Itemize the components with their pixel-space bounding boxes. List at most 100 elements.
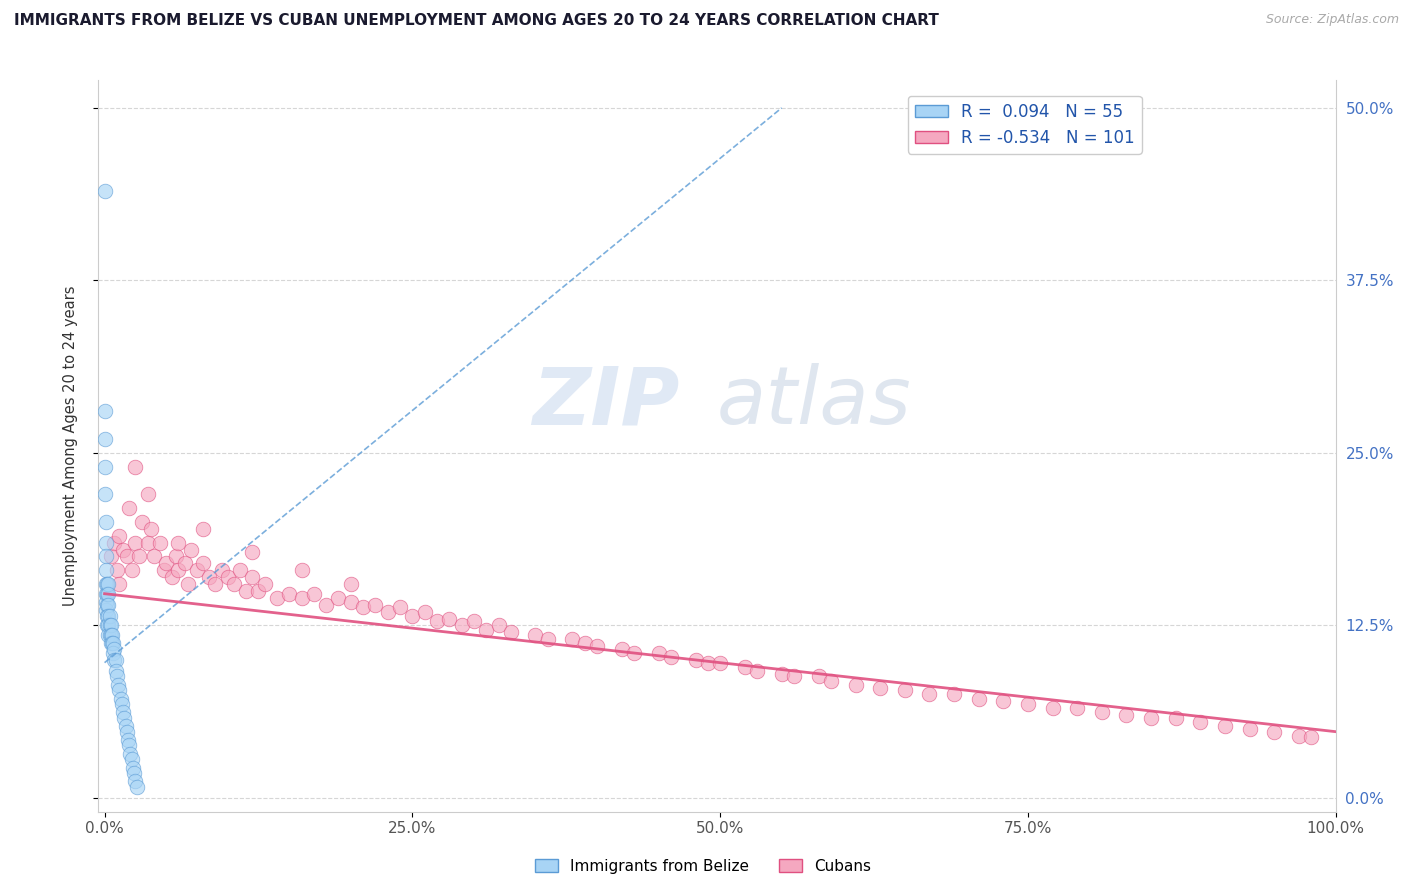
Point bbox=[807, 669, 830, 683]
Point bbox=[120, 747, 142, 761]
Point bbox=[97, 598, 120, 612]
Point bbox=[191, 522, 214, 536]
Text: Source: ZipAtlas.com: Source: ZipAtlas.com bbox=[1265, 13, 1399, 27]
Point bbox=[340, 577, 363, 591]
Point bbox=[499, 625, 522, 640]
Point bbox=[1299, 730, 1322, 744]
Point bbox=[364, 598, 387, 612]
Point bbox=[845, 678, 868, 692]
Point bbox=[122, 766, 145, 780]
Point bbox=[96, 587, 118, 601]
Point bbox=[426, 614, 449, 628]
Legend: R =  0.094   N = 55, R = -0.534   N = 101: R = 0.094 N = 55, R = -0.534 N = 101 bbox=[908, 96, 1142, 153]
Text: ZIP: ZIP bbox=[533, 363, 681, 442]
Point bbox=[537, 632, 560, 647]
Point bbox=[1115, 708, 1137, 723]
Point bbox=[107, 678, 129, 692]
Point bbox=[93, 404, 115, 418]
Point bbox=[918, 687, 941, 701]
Point bbox=[103, 636, 125, 650]
Point bbox=[104, 653, 127, 667]
Point bbox=[1288, 729, 1310, 743]
Point bbox=[302, 587, 325, 601]
Point bbox=[943, 687, 966, 701]
Point bbox=[290, 563, 312, 577]
Point bbox=[124, 535, 146, 549]
Point bbox=[1239, 722, 1261, 736]
Point bbox=[1263, 724, 1285, 739]
Point bbox=[709, 656, 731, 670]
Point bbox=[165, 549, 187, 564]
Point bbox=[94, 515, 117, 529]
Point bbox=[111, 697, 134, 711]
Point bbox=[108, 529, 131, 543]
Point bbox=[1140, 711, 1163, 725]
Point bbox=[1164, 711, 1187, 725]
Point bbox=[141, 522, 163, 536]
Point bbox=[173, 557, 195, 571]
Point bbox=[1213, 719, 1236, 733]
Point bbox=[586, 639, 609, 653]
Point bbox=[1017, 697, 1039, 711]
Point bbox=[315, 598, 337, 612]
Point bbox=[97, 587, 120, 601]
Point bbox=[413, 605, 436, 619]
Point bbox=[401, 608, 423, 623]
Legend: Immigrants from Belize, Cubans: Immigrants from Belize, Cubans bbox=[529, 853, 877, 880]
Point bbox=[100, 628, 122, 642]
Point bbox=[696, 656, 718, 670]
Point bbox=[131, 515, 153, 529]
Point bbox=[122, 760, 145, 774]
Point bbox=[94, 595, 117, 609]
Point bbox=[136, 487, 159, 501]
Point bbox=[93, 184, 115, 198]
Point bbox=[450, 618, 472, 632]
Point bbox=[105, 669, 128, 683]
Point bbox=[93, 459, 115, 474]
Point bbox=[121, 752, 143, 766]
Point bbox=[191, 557, 214, 571]
Point bbox=[211, 563, 233, 577]
Point bbox=[198, 570, 221, 584]
Point bbox=[377, 605, 399, 619]
Point bbox=[204, 577, 226, 591]
Point bbox=[114, 719, 136, 733]
Point bbox=[108, 577, 131, 591]
Point bbox=[136, 535, 159, 549]
Point bbox=[108, 683, 131, 698]
Point bbox=[439, 611, 461, 625]
Point bbox=[103, 535, 125, 549]
Point bbox=[103, 646, 125, 660]
Point bbox=[98, 628, 121, 642]
Point bbox=[253, 577, 276, 591]
Point bbox=[967, 691, 990, 706]
Point bbox=[894, 683, 917, 698]
Point bbox=[112, 542, 135, 557]
Point bbox=[124, 459, 146, 474]
Point bbox=[110, 691, 132, 706]
Point bbox=[104, 664, 127, 678]
Point bbox=[266, 591, 288, 605]
Point bbox=[125, 780, 148, 794]
Point bbox=[235, 583, 257, 598]
Point bbox=[734, 660, 756, 674]
Point bbox=[574, 636, 596, 650]
Point bbox=[100, 549, 122, 564]
Point bbox=[869, 681, 891, 695]
Point bbox=[229, 563, 252, 577]
Point bbox=[101, 628, 124, 642]
Point bbox=[105, 563, 128, 577]
Point bbox=[217, 570, 239, 584]
Point bbox=[820, 673, 842, 688]
Point bbox=[94, 603, 117, 617]
Point bbox=[98, 618, 121, 632]
Text: atlas: atlas bbox=[717, 363, 912, 442]
Point bbox=[993, 694, 1015, 708]
Point bbox=[247, 583, 270, 598]
Point bbox=[101, 636, 124, 650]
Point bbox=[180, 542, 202, 557]
Point bbox=[124, 774, 146, 789]
Point bbox=[115, 549, 138, 564]
Point bbox=[155, 557, 177, 571]
Point bbox=[97, 628, 120, 642]
